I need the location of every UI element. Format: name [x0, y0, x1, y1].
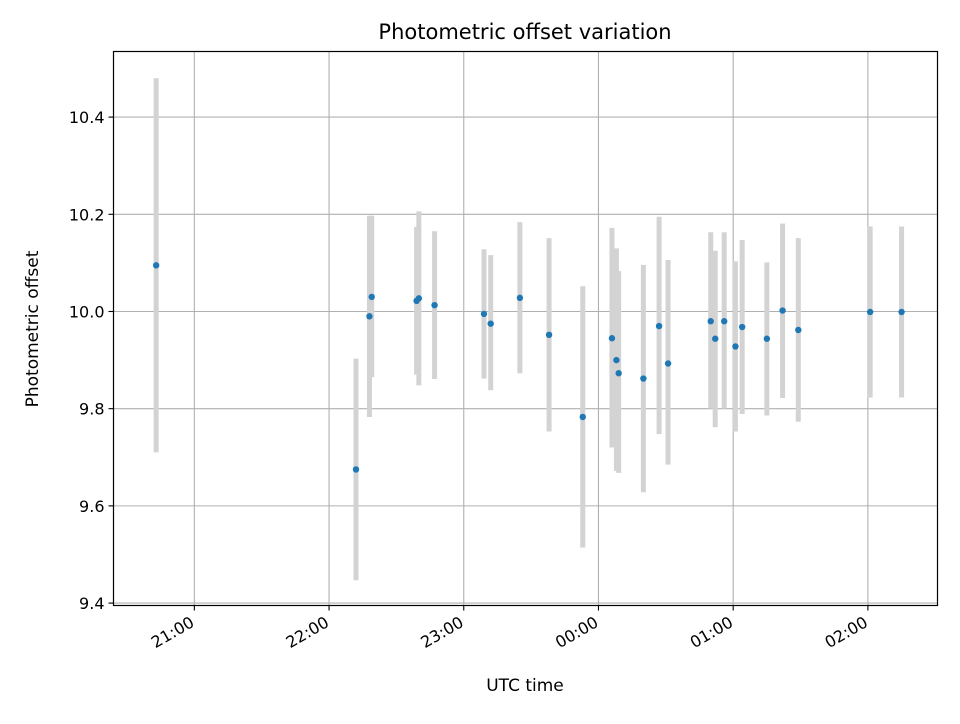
data-point-3 — [368, 293, 375, 301]
data-point-6 — [431, 301, 438, 309]
data-point-20 — [721, 318, 728, 325]
data-point-25 — [795, 326, 802, 334]
plot-frame — [112, 50, 939, 607]
data-point-18 — [707, 318, 714, 325]
data-point-15 — [640, 375, 647, 382]
y-axis-label: Photometric offset — [23, 250, 43, 407]
data-point-11 — [579, 413, 586, 421]
data-point-16 — [655, 322, 663, 330]
y-tick-label-4: 10.2 — [69, 205, 105, 224]
data-point-1 — [352, 466, 360, 473]
y-tick-label-0: 9.4 — [79, 594, 104, 613]
y-tick-label-5: 10.4 — [69, 108, 105, 127]
data-point-21 — [732, 343, 739, 350]
data-point-8 — [487, 320, 494, 327]
data-point-22 — [738, 323, 746, 331]
y-tick-label-3: 10.0 — [69, 302, 105, 321]
data-point-7 — [480, 310, 488, 318]
data-point-2 — [366, 313, 373, 320]
data-point-19 — [712, 335, 719, 342]
y-tick-label-1: 9.6 — [79, 497, 104, 516]
data-point-12 — [608, 335, 616, 342]
data-point-23 — [763, 335, 771, 342]
data-point-24 — [779, 307, 786, 314]
data-points — [152, 262, 905, 473]
data-point-26 — [866, 308, 874, 316]
data-point-14 — [615, 370, 622, 377]
data-point-27 — [898, 308, 905, 316]
chart-title: Photometric offset variation — [378, 20, 671, 44]
data-point-10 — [545, 331, 553, 339]
x-axis-label: UTC time — [486, 676, 564, 696]
data-point-17 — [664, 360, 672, 367]
data-point-5 — [415, 295, 423, 302]
data-point-9 — [516, 294, 524, 302]
y-tick-label-2: 9.8 — [79, 400, 104, 419]
data-point-13 — [613, 356, 620, 364]
data-point-0 — [152, 262, 160, 269]
